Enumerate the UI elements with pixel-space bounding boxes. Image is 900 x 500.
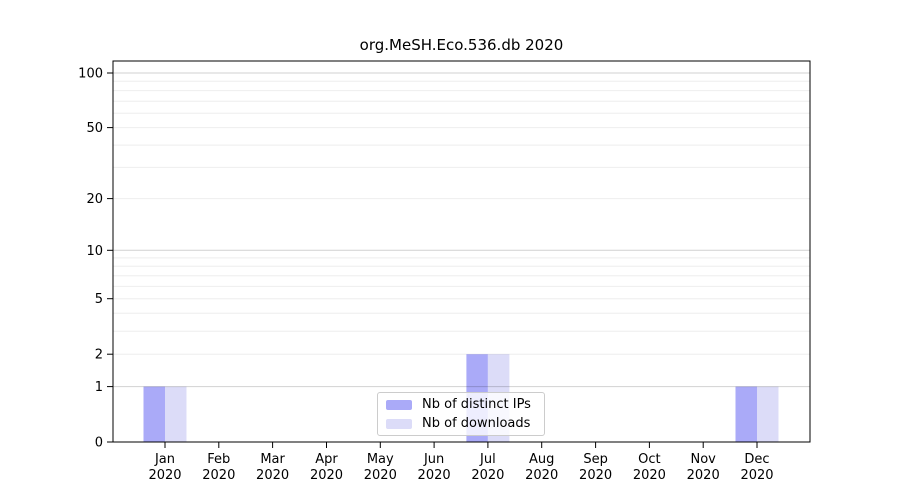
x-tick-label-year: 2020 bbox=[364, 468, 397, 483]
x-tick-label-month: May bbox=[367, 452, 394, 467]
y-tick-label: 1 bbox=[95, 380, 103, 395]
x-tick-label-month: Aug bbox=[529, 452, 554, 467]
x-tick-label-month: Apr bbox=[315, 452, 338, 467]
y-tick-label: 0 bbox=[95, 436, 103, 451]
y-tick-label: 10 bbox=[86, 244, 103, 259]
x-tick-label-month: Jul bbox=[479, 452, 496, 467]
x-tick-label-year: 2020 bbox=[418, 468, 451, 483]
x-tick-label-month: Jun bbox=[423, 452, 444, 467]
x-tick-label-month: Feb bbox=[207, 452, 230, 467]
x-tick-label-year: 2020 bbox=[633, 468, 666, 483]
y-tick-label: 20 bbox=[86, 192, 103, 207]
bar-series1-month0 bbox=[165, 386, 187, 442]
bar-series0-month0 bbox=[143, 386, 165, 442]
x-tick-label-year: 2020 bbox=[740, 468, 773, 483]
chart-title: org.MeSH.Eco.536.db 2020 bbox=[359, 36, 564, 54]
bar-series0-month11 bbox=[735, 386, 757, 442]
bar-series1-month11 bbox=[757, 386, 779, 442]
x-tick-label-month: Jan bbox=[154, 452, 175, 467]
x-tick-label-month: Nov bbox=[691, 452, 717, 467]
x-tick-label-year: 2020 bbox=[525, 468, 558, 483]
legend-label-downloads: Nb of downloads bbox=[422, 416, 531, 431]
x-tick-label-year: 2020 bbox=[202, 468, 235, 483]
legend-swatch-distinct-ips bbox=[386, 399, 412, 410]
x-tick-label-month: Oct bbox=[638, 452, 660, 467]
legend-swatch-downloads bbox=[386, 418, 412, 429]
x-tick-label-month: Mar bbox=[260, 452, 285, 467]
y-tick-label: 100 bbox=[78, 67, 103, 82]
y-tick-label: 5 bbox=[95, 292, 103, 307]
chart-legend: Nb of distinct IPs Nb of downloads bbox=[377, 392, 545, 436]
y-tick-label: 50 bbox=[86, 121, 103, 136]
y-tick-label: 2 bbox=[95, 348, 103, 363]
x-tick-label-year: 2020 bbox=[687, 468, 720, 483]
legend-label-distinct-ips: Nb of distinct IPs bbox=[422, 397, 531, 412]
x-tick-label-month: Sep bbox=[583, 452, 608, 467]
x-tick-label-year: 2020 bbox=[148, 468, 181, 483]
legend-item-downloads: Nb of downloads bbox=[386, 416, 536, 432]
x-tick-label-month: Dec bbox=[744, 452, 769, 467]
legend-item-distinct-ips: Nb of distinct IPs bbox=[386, 397, 536, 413]
x-tick-label-year: 2020 bbox=[471, 468, 504, 483]
plot-border bbox=[112, 60, 811, 443]
x-tick-label-year: 2020 bbox=[579, 468, 612, 483]
x-tick-label-year: 2020 bbox=[310, 468, 343, 483]
x-tick-label-year: 2020 bbox=[256, 468, 289, 483]
